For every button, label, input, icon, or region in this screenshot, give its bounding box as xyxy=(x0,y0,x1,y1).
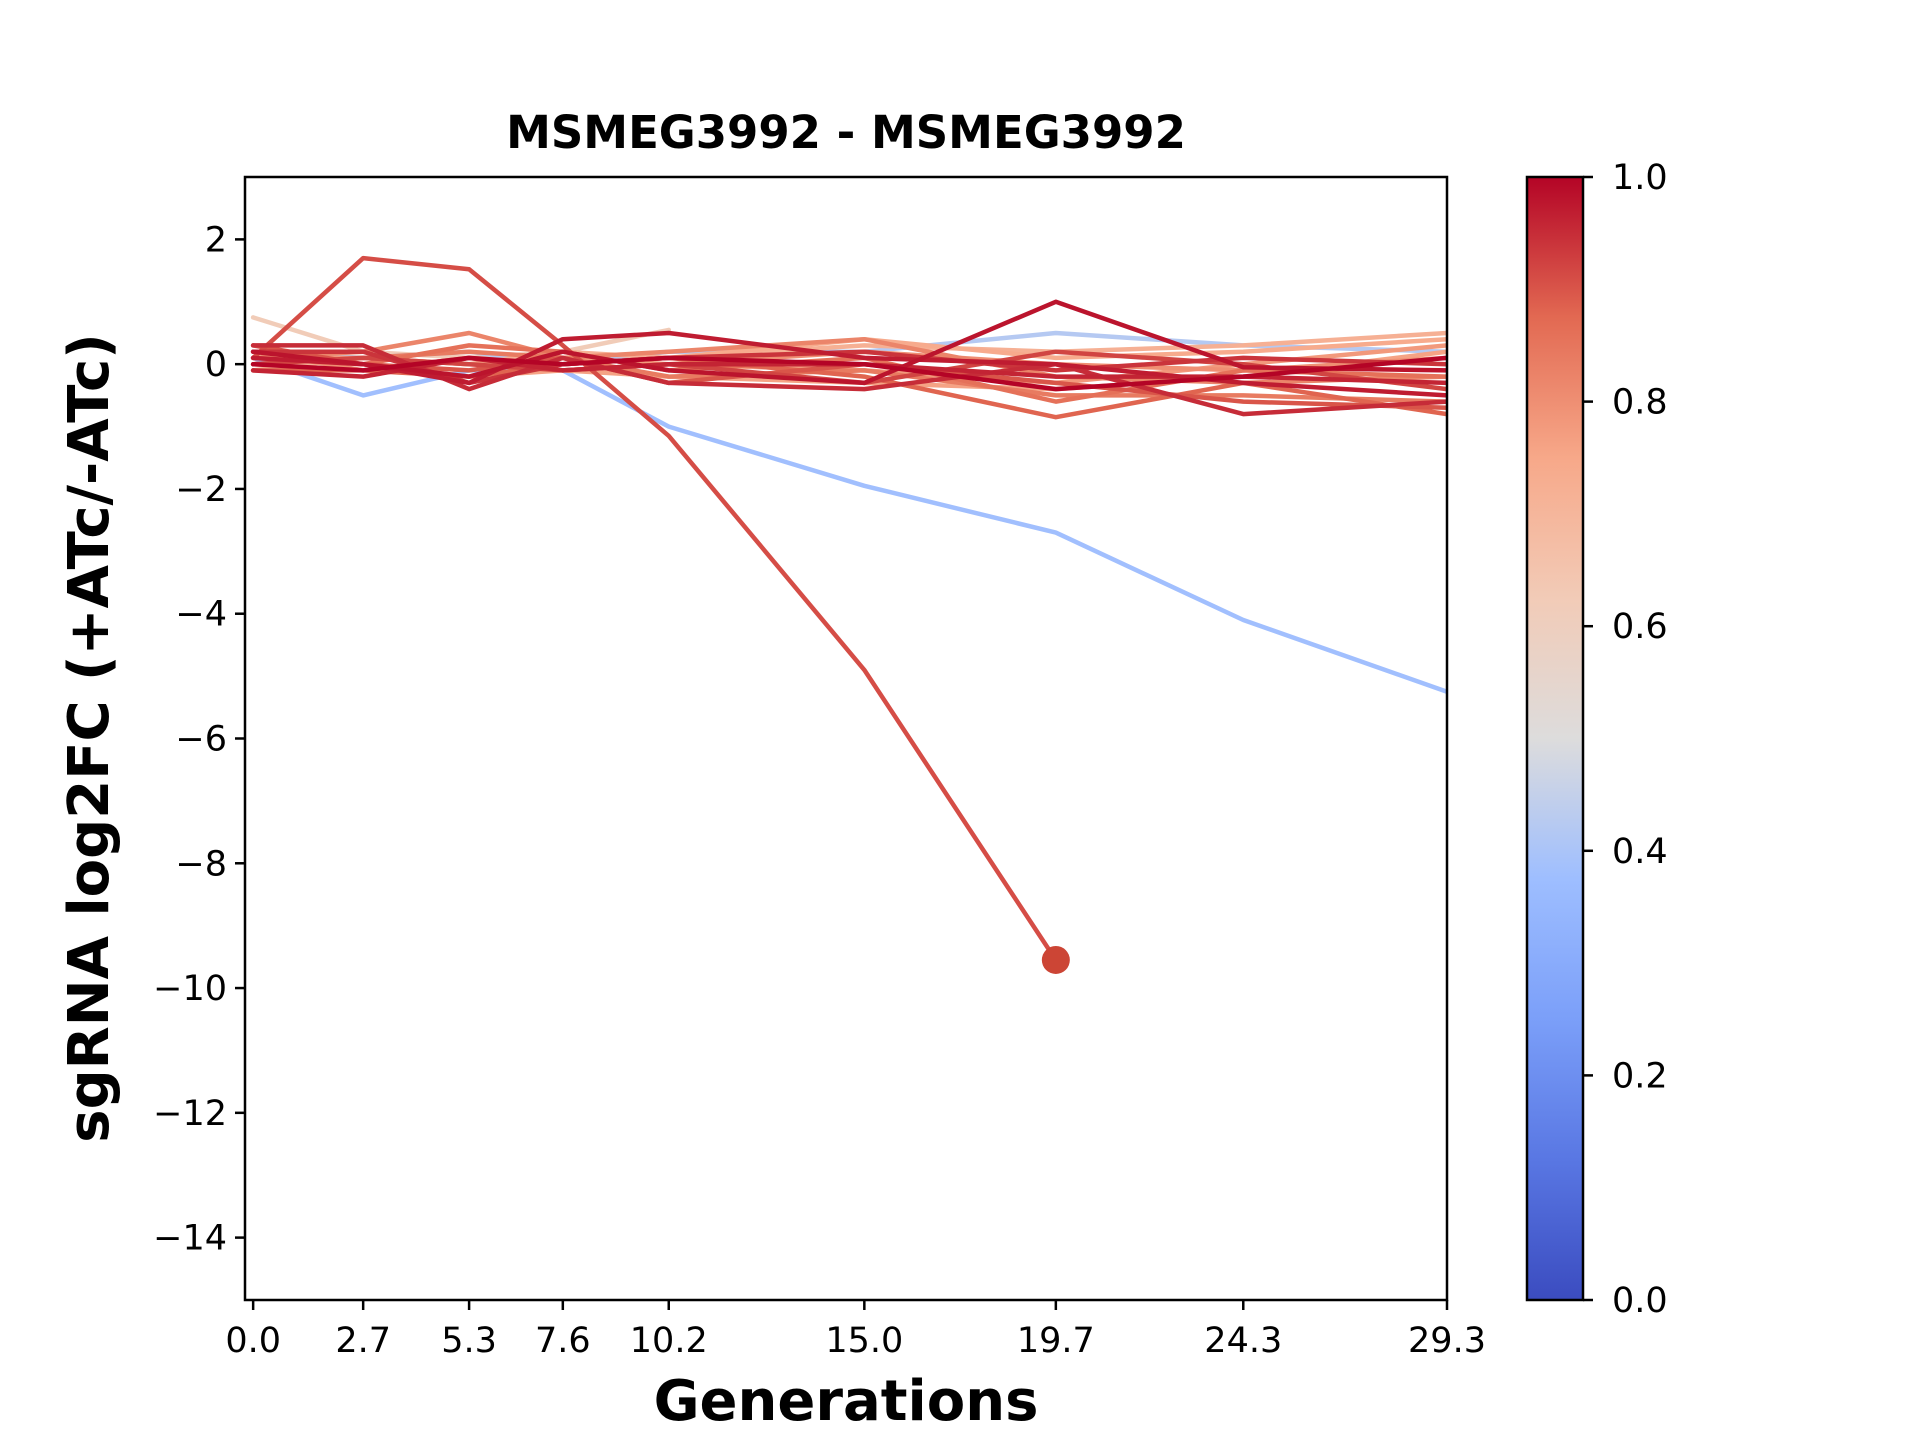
y-tick-label: −4 xyxy=(175,595,227,635)
x-tick-label: 15.0 xyxy=(825,1321,903,1361)
x-axis-ticks: 0.0 2.7 5.3 7.6 10.2 15.0 19.7 24.3 29.3 xyxy=(225,1300,1486,1361)
series-line-14 xyxy=(250,255,1059,963)
colorbar-ticks: 0.0 0.2 0.4 0.6 0.8 1.0 xyxy=(1583,158,1668,1321)
x-tick-label: 29.3 xyxy=(1408,1321,1486,1361)
colorbar xyxy=(1525,175,1585,1302)
series-line-21 xyxy=(250,355,1447,392)
y-tick-label: −6 xyxy=(175,720,227,760)
y-tick-label: −10 xyxy=(153,969,227,1009)
y-axis-ticks: 2 0 −2 −4 −6 −8 −10 −12 −14 xyxy=(153,220,245,1259)
series-layer xyxy=(250,255,1447,963)
y-tick-label: −2 xyxy=(175,470,227,510)
x-tick-label: 10.2 xyxy=(630,1321,708,1361)
y-tick-label: −14 xyxy=(153,1219,227,1259)
x-tick-label: 5.3 xyxy=(441,1321,497,1361)
y-tick-label: 2 xyxy=(205,220,227,260)
colorbar-tick-label: 0.6 xyxy=(1612,607,1668,647)
marker-layer xyxy=(1041,945,1070,974)
x-tick-label: 2.7 xyxy=(335,1321,391,1361)
y-tick-label: 0 xyxy=(205,345,227,385)
y-tick-label: −12 xyxy=(153,1094,227,1134)
colorbar-tick-label: 1.0 xyxy=(1612,158,1668,198)
x-tick-label: 24.3 xyxy=(1204,1321,1282,1361)
x-tick-label: 19.7 xyxy=(1017,1321,1095,1361)
x-axis-label: Generations xyxy=(654,1369,1039,1434)
colorbar-tick-label: 0.8 xyxy=(1612,383,1668,423)
y-axis-label: sgRNA log2FC (+ATc/-ATc) xyxy=(57,333,122,1143)
x-tick-label: 0.0 xyxy=(225,1321,281,1361)
colorbar-tick-label: 0.0 xyxy=(1612,1281,1668,1321)
series-line-2 xyxy=(250,355,1447,694)
colorbar-tick-label: 0.4 xyxy=(1612,832,1668,872)
chart-title: MSMEG3992 - MSMEG3992 xyxy=(506,106,1186,159)
x-tick-label: 7.6 xyxy=(535,1321,591,1361)
series-line-17 xyxy=(250,343,1447,417)
colorbar-tick-label: 0.2 xyxy=(1612,1056,1668,1096)
y-tick-label: −8 xyxy=(175,844,227,884)
end-point-marker xyxy=(1041,945,1070,974)
